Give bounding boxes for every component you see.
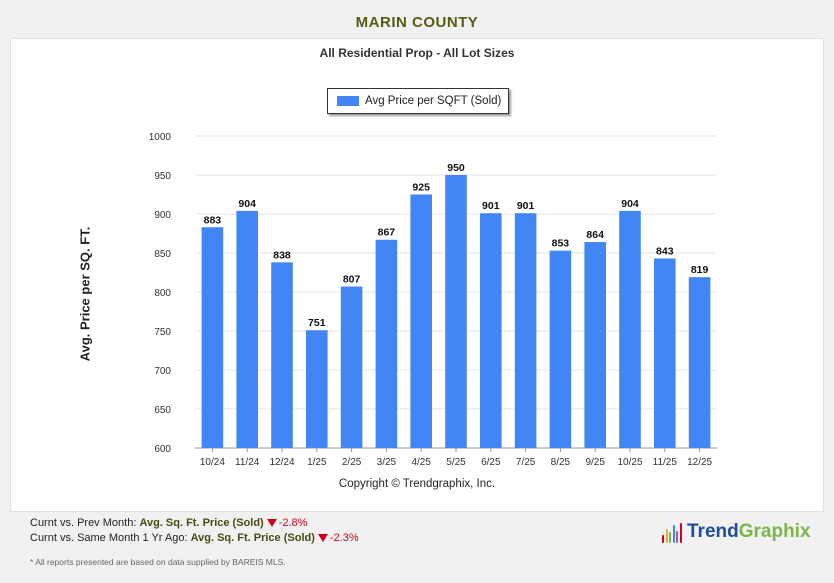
bar — [201, 227, 224, 448]
bar-value-label: 901 — [517, 200, 535, 212]
stat-year-ago-metric: Avg. Sq. Ft. Price (Sold) — [190, 532, 315, 544]
y-axis-label: Avg. Price per SQ. FT. — [77, 226, 93, 362]
bar-value-label: 853 — [552, 238, 570, 250]
down-triangle-icon — [317, 534, 328, 543]
chart-copyright: Copyright © Trendgraphix, Inc. — [338, 478, 496, 490]
x-tick-label: 12/25 — [687, 457, 712, 468]
bar — [688, 277, 711, 448]
bar — [549, 250, 572, 448]
down-triangle-icon — [266, 519, 277, 528]
bar — [584, 242, 606, 448]
x-tick-label: 10/25 — [617, 457, 642, 468]
bar-chart: 600 650 700 750 800 850 900 950 1000 883 10/24 904 1… — [149, 132, 717, 468]
logo-trend: Trend — [687, 521, 739, 542]
trendgraphix-logo: TrendGraphix — [662, 517, 811, 543]
x-tick-label: 11/25 — [653, 457, 678, 468]
y-tick-label: 900 — [154, 210, 171, 221]
y-tick-label: 950 — [154, 171, 171, 182]
y-tick-label: 750 — [154, 327, 171, 338]
x-tick-label: 8/25 — [551, 457, 571, 468]
logo-wordmark: TrendGraphix — [687, 521, 811, 543]
legend-swatch — [337, 96, 359, 106]
x-tick-label: 4/25 — [411, 457, 431, 468]
x-tick-label: 5/25 — [446, 457, 466, 468]
bar-value-label: 751 — [308, 317, 326, 329]
logo-graphix: Graphix — [738, 521, 811, 542]
bar-value-label: 904 — [621, 198, 639, 210]
x-tick-label: 3/25 — [377, 457, 397, 468]
y-tick-label: 800 — [154, 288, 171, 299]
stat-prev-month-change: -2.8% — [278, 517, 308, 529]
bar-value-label: 925 — [412, 182, 430, 194]
bar — [306, 330, 328, 448]
y-tick-label: 600 — [154, 444, 171, 455]
bar — [480, 213, 502, 448]
bar — [236, 210, 258, 448]
bar-value-label: 901 — [482, 200, 500, 212]
stat-prev-month: Curnt vs. Prev Month: Avg. Sq. Ft. Price… — [30, 517, 307, 529]
bar-value-label: 864 — [586, 229, 604, 241]
y-tick-label: 700 — [154, 366, 171, 377]
bar — [271, 262, 293, 448]
x-tick-label: 12/24 — [269, 457, 294, 468]
bar-value-label: 838 — [273, 249, 291, 261]
x-tick-label: 1/25 — [307, 457, 327, 468]
y-tick-label: 650 — [154, 405, 171, 416]
bar-value-label: 819 — [691, 264, 709, 276]
chart-legend[interactable]: Avg Price per SQFT (Sold) — [327, 88, 509, 114]
page-title: MARIN COUNTY — [355, 14, 479, 31]
bar-value-label: 950 — [447, 162, 465, 174]
bar — [514, 213, 537, 448]
stat-year-ago-prefix: Curnt vs. Same Month 1 Yr Ago: — [30, 532, 188, 544]
data-source-note: * All reports presented are based on dat… — [30, 557, 286, 567]
legend-label: Avg Price per SQFT (Sold) — [365, 95, 502, 107]
x-tick-label: 7/25 — [516, 457, 536, 468]
bar — [375, 239, 398, 448]
x-tick-label: 2/25 — [342, 457, 362, 468]
bar-value-label: 883 — [204, 214, 222, 226]
bar-value-label: 843 — [656, 245, 674, 257]
bar-value-label: 904 — [238, 198, 256, 210]
stat-prev-month-prefix: Curnt vs. Prev Month: — [30, 517, 137, 529]
bar — [654, 258, 676, 448]
logo-bars-icon — [662, 521, 683, 543]
y-tick-label: 1000 — [149, 132, 172, 143]
bar — [340, 286, 363, 448]
x-tick-label: 9/25 — [585, 457, 605, 468]
y-tick-label: 850 — [154, 249, 171, 260]
bar — [410, 194, 432, 448]
x-tick-label: 6/25 — [481, 457, 501, 468]
stat-prev-month-metric: Avg. Sq. Ft. Price (Sold) — [139, 517, 264, 529]
bar-value-label: 867 — [378, 227, 396, 239]
bar — [445, 175, 467, 448]
bar-value-label: 807 — [343, 274, 361, 286]
x-tick-label: 11/24 — [235, 457, 260, 468]
bar — [619, 210, 641, 448]
chart-subtitle: All Residential Prop - All Lot Sizes — [319, 46, 515, 60]
stat-year-ago: Curnt vs. Same Month 1 Yr Ago: Avg. Sq. … — [30, 532, 359, 544]
stat-year-ago-change: -2.3% — [329, 532, 359, 544]
x-tick-label: 10/24 — [200, 457, 225, 468]
chart-panel: All Residential Prop - All Lot Sizes Avg… — [10, 38, 824, 512]
